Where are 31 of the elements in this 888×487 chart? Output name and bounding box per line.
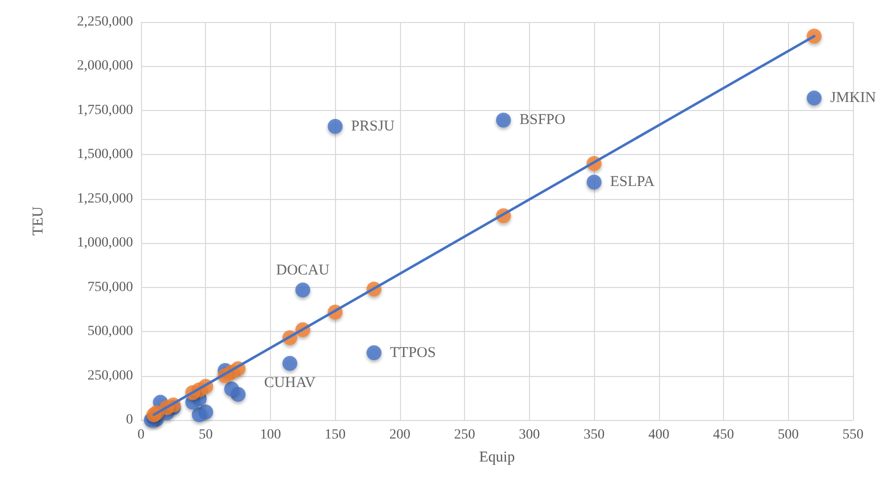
x-tick-label: 250 (454, 428, 476, 442)
x-tick-label: 550 (842, 428, 864, 442)
x-tick-label: 0 (138, 428, 144, 442)
x-tick-label: 300 (518, 428, 540, 442)
y-tick-label: 1,000,000 (77, 236, 133, 251)
annotation: PRSJU (351, 118, 395, 134)
annotation: ESLPA (610, 174, 655, 190)
x-tick-label: 100 (260, 428, 281, 442)
x-axis-title: Equip (479, 450, 515, 466)
y-tick-label: 500,000 (88, 324, 133, 340)
x-tick-label: 500 (778, 428, 799, 442)
x-tick-label: 150 (324, 428, 346, 442)
y-tick-label: 750,000 (88, 280, 133, 295)
y-tick-label: 2,250,000 (77, 14, 133, 30)
y-tick-label: 1,250,000 (77, 191, 133, 206)
annotation: DOCAU (276, 262, 330, 278)
annotation: JMKIN (830, 90, 876, 106)
y-axis-title: TEU (30, 206, 46, 236)
y-tick-label: 250,000 (88, 368, 133, 384)
x-tick-label: 200 (389, 428, 410, 442)
annotation: CUHAV (264, 374, 316, 391)
x-tick-label: 450 (713, 428, 734, 442)
x-tick-label: 50 (198, 428, 213, 442)
annotation: BSFPO (519, 112, 566, 128)
y-tick-label: 1,750,000 (77, 102, 133, 118)
y-tick-label: 0 (126, 412, 133, 428)
y-tick-label: 2,000,000 (77, 58, 133, 74)
x-tick-label: 350 (584, 428, 605, 442)
y-tick-label: 1,500,000 (77, 147, 133, 162)
annotation: TTPOS (390, 344, 436, 361)
x-tick-label: 400 (648, 428, 670, 442)
